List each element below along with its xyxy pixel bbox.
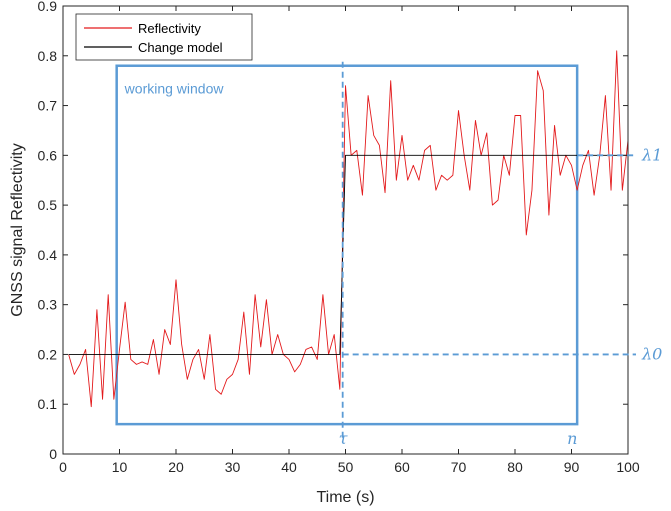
x-axis-label: Time (s) xyxy=(316,489,374,506)
legend-label: Reflectivity xyxy=(138,21,201,36)
y-tick-label: 0.5 xyxy=(38,197,58,213)
lambda1-label: λ1 xyxy=(641,145,662,164)
change-model-series-line xyxy=(68,154,628,355)
n-label: n xyxy=(567,429,577,448)
y-tick-label: 0.2 xyxy=(38,346,58,362)
y-tick-label: 0 xyxy=(49,446,57,462)
y-tick-label: 0.3 xyxy=(38,297,58,313)
y-tick-label: 0.4 xyxy=(38,247,58,263)
working-window-rect xyxy=(115,64,579,426)
x-tick-label: 80 xyxy=(507,459,523,475)
plot-frame xyxy=(62,5,629,455)
y-tick-label: 0.6 xyxy=(38,147,58,163)
axes: 0 10 20 30 40 50 60 70 80 90 100 0 0.1 0.2 0.3 0.4 0.5 0.… xyxy=(38,0,640,475)
y-tick-label: 0.7 xyxy=(38,98,58,114)
working-window-layer xyxy=(115,64,579,426)
x-tick-label: 100 xyxy=(616,459,640,475)
x-tick-label: 0 xyxy=(59,459,67,475)
y-axis-label: GNSS signal Reflectivity xyxy=(9,143,26,316)
x-tick-label: 20 xyxy=(168,459,184,475)
legend: Reflectivity Change model xyxy=(75,13,253,61)
y-tick-label: 0.9 xyxy=(38,0,58,14)
legend-label: Change model xyxy=(138,40,223,55)
working-window-label: working window xyxy=(124,81,225,97)
series-layer xyxy=(68,50,628,408)
tau-label: τ xyxy=(339,429,349,448)
x-tick-label: 40 xyxy=(281,459,297,475)
lambda0-label: λ0 xyxy=(641,344,662,363)
annotations: working window τ n λ0 λ1 xyxy=(124,61,662,448)
x-tick-label: 30 xyxy=(225,459,241,475)
x-tick-label: 60 xyxy=(394,459,410,475)
x-tick-label: 10 xyxy=(112,459,128,475)
y-tick-label: 0.1 xyxy=(38,396,58,412)
y-tick-label: 0.8 xyxy=(38,48,58,64)
reflectivity-series-line xyxy=(68,50,628,408)
x-tick-label: 50 xyxy=(338,459,354,475)
x-tick-label: 70 xyxy=(451,459,467,475)
legend-box xyxy=(75,13,253,61)
x-tick-label: 90 xyxy=(564,459,580,475)
